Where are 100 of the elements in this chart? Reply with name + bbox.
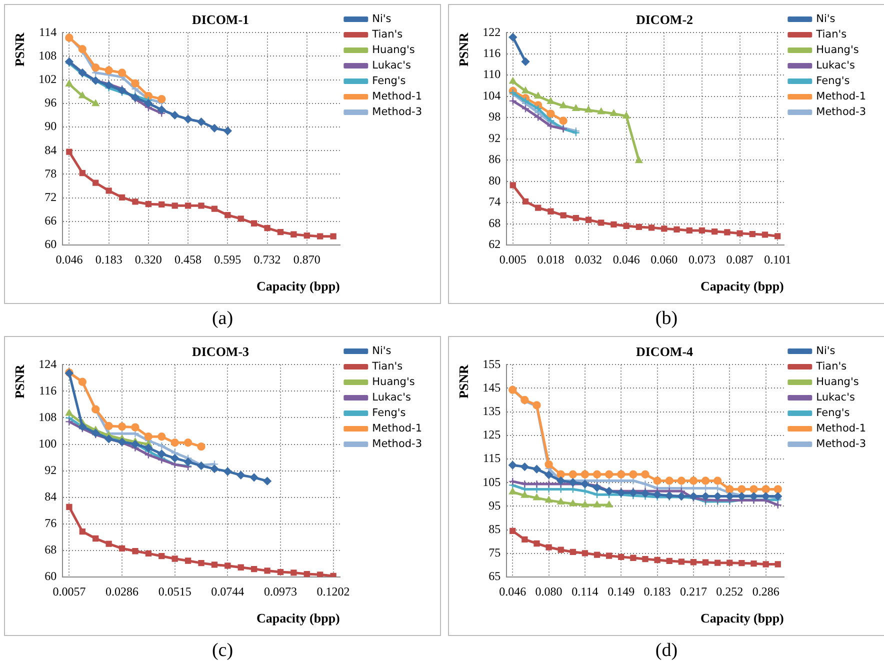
x-tick-label: 0.080 bbox=[535, 584, 562, 598]
y-tick-label: 90 bbox=[44, 119, 57, 134]
x-tick-label: 0.458 bbox=[174, 252, 202, 266]
y-tick-label: 85 bbox=[488, 522, 501, 536]
y-tick-label: 86 bbox=[488, 152, 501, 166]
legend-label: Huang's bbox=[816, 376, 859, 388]
legend-label: Huang's bbox=[816, 44, 859, 56]
legend-label: Method-1 bbox=[372, 422, 422, 434]
legend-label: Feng's bbox=[816, 74, 850, 87]
y-tick-label: 84 bbox=[44, 490, 57, 504]
y-tick-label: 84 bbox=[44, 142, 57, 157]
y-tick-label: 105 bbox=[482, 474, 501, 489]
y-tick-label: 60 bbox=[44, 237, 57, 252]
y-tick-label: 62 bbox=[488, 237, 501, 252]
y-tick-label: 92 bbox=[488, 130, 501, 145]
x-tick-label: 0.0286 bbox=[106, 584, 139, 598]
legend-label: Lukac's bbox=[372, 59, 411, 72]
x-tick-label: 0.005 bbox=[499, 252, 526, 266]
y-tick-label: 74 bbox=[488, 194, 501, 209]
y-tick-label: 155 bbox=[482, 356, 501, 371]
chart-title: DICOM-3 bbox=[192, 344, 250, 360]
x-tick-label: 0.217 bbox=[680, 584, 707, 598]
legend-label: Method-1 bbox=[816, 422, 866, 434]
x-tick-label: 0.732 bbox=[254, 252, 281, 266]
legend-label: Tian's bbox=[371, 360, 403, 372]
text: (a) bbox=[210, 308, 234, 330]
y-tick-label: 108 bbox=[38, 410, 57, 424]
x-tick-label: 0.0057 bbox=[52, 584, 86, 598]
x-tick-label: 0.0744 bbox=[211, 584, 244, 598]
legend-label: Ni's bbox=[816, 12, 836, 25]
x-tick-label: 0.0973 bbox=[264, 584, 297, 598]
x-tick-label: 0.046 bbox=[56, 252, 83, 266]
legend-label: Method-3 bbox=[372, 106, 422, 118]
y-tick-label: 145 bbox=[482, 380, 501, 394]
y-axis-title: PSNR bbox=[456, 32, 472, 67]
x-tick-label: 0.320 bbox=[134, 252, 162, 266]
text: (b) bbox=[654, 308, 679, 330]
y-axis-title: PSNR bbox=[12, 32, 28, 67]
y-tick-label: 124 bbox=[38, 356, 57, 371]
x-axis-title: Capacity (bpp) bbox=[256, 610, 340, 626]
y-tick-label: 135 bbox=[482, 404, 501, 418]
y-tick-label: 68 bbox=[44, 542, 57, 557]
x-tick-label: 0.870 bbox=[293, 252, 320, 266]
x-tick-label: 0.046 bbox=[612, 252, 640, 266]
y-tick-label: 110 bbox=[483, 67, 501, 82]
y-tick-label: 122 bbox=[482, 24, 501, 39]
y-tick-label: 78 bbox=[44, 166, 57, 180]
y-tick-label: 125 bbox=[482, 428, 501, 442]
legend-label: Ni's bbox=[372, 12, 392, 25]
legend-label: Ni's bbox=[816, 344, 836, 357]
y-tick-label: 92 bbox=[44, 462, 57, 477]
y-axis-title: PSNR bbox=[456, 364, 472, 399]
legend-label: Ni's bbox=[372, 344, 392, 357]
x-tick-label: 0.1202 bbox=[316, 584, 350, 598]
x-tick-label: 0.183 bbox=[95, 252, 122, 266]
x-tick-label: 0.046 bbox=[499, 584, 526, 598]
legend-label: Method-3 bbox=[816, 106, 866, 118]
x-tick-label: 0.114 bbox=[572, 584, 598, 598]
y-tick-label: 65 bbox=[488, 569, 501, 584]
y-tick-label: 96 bbox=[44, 96, 57, 110]
legend-label: Method-1 bbox=[372, 90, 422, 102]
chart-title: DICOM-4 bbox=[636, 344, 694, 360]
y-axis-title: PSNR bbox=[12, 364, 28, 399]
x-axis-title: Capacity (bpp) bbox=[256, 278, 340, 294]
legend-label: Feng's bbox=[816, 406, 850, 419]
legend-label: Lukac's bbox=[816, 391, 855, 404]
y-tick-label: 80 bbox=[488, 173, 501, 188]
x-tick-label: 0.595 bbox=[214, 252, 242, 266]
x-tick-label: 0.252 bbox=[716, 584, 744, 598]
y-tick-label: 95 bbox=[488, 498, 501, 512]
y-tick-label: 72 bbox=[44, 190, 57, 204]
y-tick-label: 68 bbox=[488, 216, 501, 230]
x-tick-label: 0.101 bbox=[764, 252, 792, 266]
y-tick-label: 108 bbox=[38, 48, 57, 62]
x-tick-label: 0.032 bbox=[575, 252, 602, 266]
x-tick-label: 0.149 bbox=[608, 584, 635, 598]
y-tick-label: 60 bbox=[44, 569, 57, 584]
legend-label: Method-3 bbox=[372, 438, 422, 450]
x-tick-label: 0.087 bbox=[726, 252, 754, 266]
legend-label: Tian's bbox=[815, 360, 847, 372]
legend-label: Tian's bbox=[371, 28, 403, 40]
x-axis-title: Capacity (bpp) bbox=[700, 278, 784, 294]
y-tick-label: 115 bbox=[483, 451, 501, 466]
x-tick-label: 0.060 bbox=[650, 252, 678, 266]
legend-label: Feng's bbox=[372, 74, 406, 87]
legend-label: Feng's bbox=[372, 406, 406, 419]
text: (d) bbox=[654, 640, 679, 662]
chart-title: DICOM-2 bbox=[636, 12, 694, 28]
legend-label: Huang's bbox=[372, 44, 415, 56]
x-tick-label: 0.073 bbox=[688, 252, 716, 266]
y-tick-label: 104 bbox=[482, 88, 501, 102]
x-tick-label: 0.0515 bbox=[158, 584, 192, 598]
legend-label: Method-3 bbox=[816, 438, 866, 450]
y-tick-label: 66 bbox=[44, 214, 57, 228]
y-tick-label: 114 bbox=[39, 24, 57, 39]
y-tick-label: 76 bbox=[44, 516, 57, 530]
legend-label: Lukac's bbox=[816, 59, 855, 72]
y-tick-label: 100 bbox=[38, 436, 57, 450]
x-tick-label: 0.183 bbox=[644, 584, 671, 598]
legend-label: Method-1 bbox=[816, 90, 866, 102]
